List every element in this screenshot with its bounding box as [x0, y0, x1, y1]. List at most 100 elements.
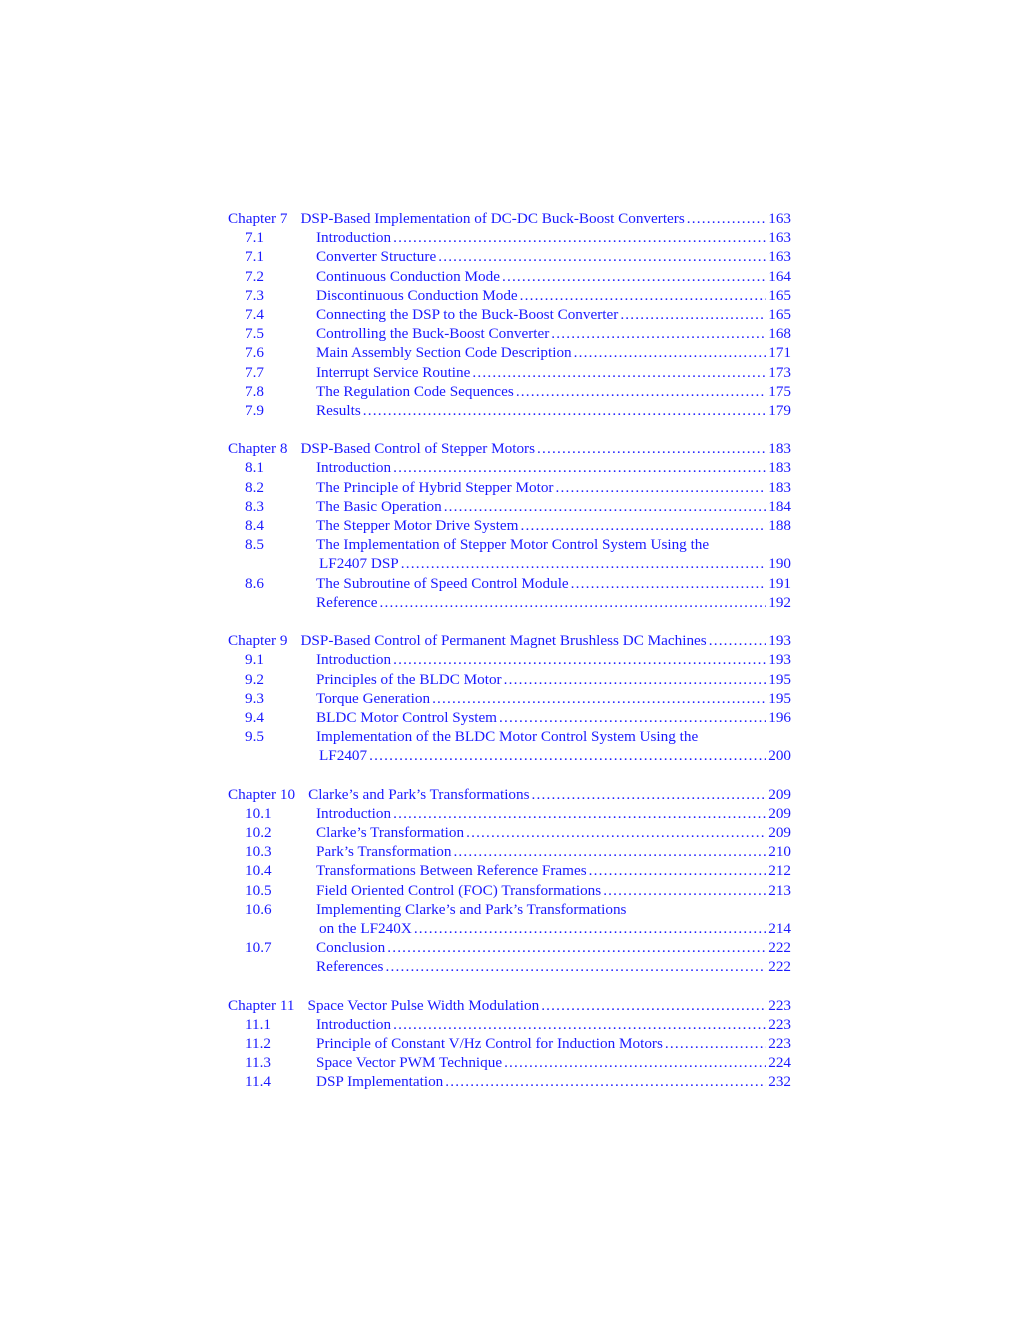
section-title: DSP Implementation	[316, 1073, 444, 1091]
section-number: 7.9	[245, 401, 264, 419]
toc-entry[interactable]: 8.1 Introduction 183	[228, 458, 791, 477]
dot-leader	[393, 228, 766, 247]
section-number: 10.3	[245, 843, 272, 861]
section-title: Principle of Constant V/Hz Control for I…	[316, 1035, 663, 1053]
toc-entry[interactable]: 7.2 Continuous Conduction Mode 164	[228, 267, 791, 286]
toc-entry[interactable]: References 222	[228, 957, 791, 976]
toc-entry[interactable]: 7.8 The Regulation Code Sequences 175	[228, 382, 791, 401]
page-number: 193	[768, 651, 791, 669]
chapter-heading[interactable]: Chapter 8 DSP-Based Control of Stepper Mo…	[228, 439, 791, 458]
spacer	[228, 420, 791, 439]
dot-leader	[502, 267, 766, 286]
toc-entry[interactable]: 7.3 Discontinuous Conduction Mode 165	[228, 286, 791, 305]
chapter-heading[interactable]: Chapter 11 Space Vector Pulse Width Modul…	[228, 996, 791, 1015]
toc-entry[interactable]: 7.1 Introduction 163	[228, 228, 791, 247]
dot-leader	[620, 305, 766, 324]
toc-entry[interactable]: 10.2 Clarke’s Transformation 209	[228, 823, 791, 842]
dot-leader	[444, 497, 767, 516]
page-number: 173	[768, 363, 791, 381]
section-number: 9.3	[245, 689, 264, 707]
chapter-title: Space Vector Pulse Width Modulation	[307, 996, 540, 1014]
dot-leader	[363, 401, 766, 420]
page-number: 163	[768, 248, 791, 266]
toc-entry[interactable]: 9.2 Principles of the BLDC Motor 195	[228, 670, 791, 689]
chapter-heading[interactable]: Chapter 9 DSP-Based Control of Permanent …	[228, 631, 791, 650]
section-title: Continuous Conduction Mode	[316, 267, 500, 285]
dot-leader	[709, 631, 767, 650]
page-number: 183	[768, 440, 791, 458]
section-number: 8.5	[245, 536, 264, 554]
dot-leader	[520, 516, 766, 535]
dot-leader	[504, 670, 767, 689]
dot-leader	[551, 324, 766, 343]
section-number: 10.7	[245, 939, 272, 957]
page-number: 192	[768, 593, 791, 611]
toc-entry[interactable]: 11.3 Space Vector PWM Technique 224	[228, 1053, 791, 1072]
toc-entry-continuation[interactable]: LF2407 200	[228, 746, 791, 765]
section-number: 9.4	[245, 708, 264, 726]
spacer	[228, 765, 791, 784]
chapter-title: DSP-Based Control of Permanent Magnet Br…	[300, 632, 707, 650]
toc-entry[interactable]: 10.4 Transformations Between Reference Fr…	[228, 861, 791, 880]
chapter-heading[interactable]: Chapter 7 DSP-Based Implementation of DC-…	[228, 209, 791, 228]
section-title: Introduction	[316, 459, 392, 477]
toc-entry[interactable]: 8.6 The Subroutine of Speed Control Modul…	[228, 574, 791, 593]
section-title: Torque Generation	[316, 689, 431, 707]
toc-entry[interactable]: 7.4 Connecting the DSP to the Buck-Boost …	[228, 305, 791, 324]
chapter-heading[interactable]: Chapter 10 Clarke’s and Park’s Transforma…	[228, 785, 791, 804]
toc-entry[interactable]: 8.2 The Principle of Hybrid Stepper Motor…	[228, 478, 791, 497]
section-number: 7.5	[245, 325, 264, 343]
toc-entry[interactable]: 9.4 BLDC Motor Control System 196	[228, 708, 791, 727]
section-title: Converter Structure	[316, 248, 437, 266]
page-number: 165	[768, 286, 791, 304]
toc-entry[interactable]: 7.1 Converter Structure 163	[228, 247, 791, 266]
toc-entry[interactable]: 10.6 Implementing Clarke’s and Park’s Tra…	[228, 900, 791, 919]
toc-entry[interactable]: 9.1 Introduction 193	[228, 650, 791, 669]
toc-entry[interactable]: 7.9 Results 179	[228, 401, 791, 420]
section-title: The Subroutine of Speed Control Module	[316, 574, 569, 592]
toc-entry[interactable]: 11.2 Principle of Constant V/Hz Control f…	[228, 1034, 791, 1053]
dot-leader	[393, 458, 766, 477]
chapter-title: DSP-Based Implementation of DC-DC Buck-B…	[300, 210, 685, 227]
toc-entry[interactable]: 10.7 Conclusion 222	[228, 938, 791, 957]
spacer	[228, 977, 791, 996]
toc-entry-continuation[interactable]: on the LF240X 214	[228, 919, 791, 938]
toc-entry[interactable]: 11.1 Introduction 223	[228, 1015, 791, 1034]
toc-entry[interactable]: 10.5 Field Oriented Control (FOC) Transfo…	[228, 881, 791, 900]
section-number: 9.5	[245, 728, 264, 746]
toc-entry[interactable]: 9.3 Torque Generation 195	[228, 689, 791, 708]
toc-entry[interactable]: 9.5 Implementation of the BLDC Motor Cont…	[228, 727, 791, 746]
dot-leader	[380, 593, 767, 612]
toc-entry-continuation[interactable]: LF2407 DSP 190	[228, 554, 791, 573]
toc-entry[interactable]: Reference 192	[228, 593, 791, 612]
section-number: 7.2	[245, 267, 264, 285]
toc-entry[interactable]: 7.7 Interrupt Service Routine 173	[228, 363, 791, 382]
toc-entry[interactable]: 8.4 The Stepper Motor Drive System 188	[228, 516, 791, 535]
toc-entry[interactable]: 10.1 Introduction 209	[228, 804, 791, 823]
toc-entry[interactable]: 8.3 The Basic Operation 184	[228, 497, 791, 516]
page-number: 163	[768, 229, 791, 247]
toc-entry[interactable]: 10.3 Park’s Transformation 210	[228, 842, 791, 861]
section-number: 10.4	[245, 862, 272, 880]
dot-leader	[571, 574, 767, 593]
section-number: 9.1	[245, 651, 264, 669]
toc-entry[interactable]: 11.4 DSP Implementation 232	[228, 1072, 791, 1091]
toc-entry[interactable]: 8.5 The Implementation of Stepper Motor C…	[228, 535, 791, 554]
page-number: 183	[768, 459, 791, 477]
toc-entry[interactable]: 7.6 Main Assembly Section Code Descriptio…	[228, 343, 791, 362]
table-of-contents: Chapter 7 DSP-Based Implementation of DC-…	[228, 209, 791, 1092]
section-title: Connecting the DSP to the Buck-Boost Con…	[316, 305, 619, 323]
page-number: 223	[768, 1035, 791, 1053]
dot-leader	[432, 689, 766, 708]
section-number: 7.6	[245, 344, 264, 362]
toc-entry[interactable]: 7.5 Controlling the Buck-Boost Converter 1…	[228, 324, 791, 343]
dot-leader	[387, 938, 766, 957]
section-title: Results	[316, 401, 361, 419]
page-number: 188	[768, 517, 791, 534]
dot-leader	[401, 554, 766, 573]
section-title: Park’s Transformation	[316, 843, 452, 861]
page-number: 232	[768, 1073, 791, 1091]
dot-leader	[385, 957, 766, 976]
section-number: 10.2	[245, 824, 272, 841]
page-number: 190	[768, 555, 791, 573]
